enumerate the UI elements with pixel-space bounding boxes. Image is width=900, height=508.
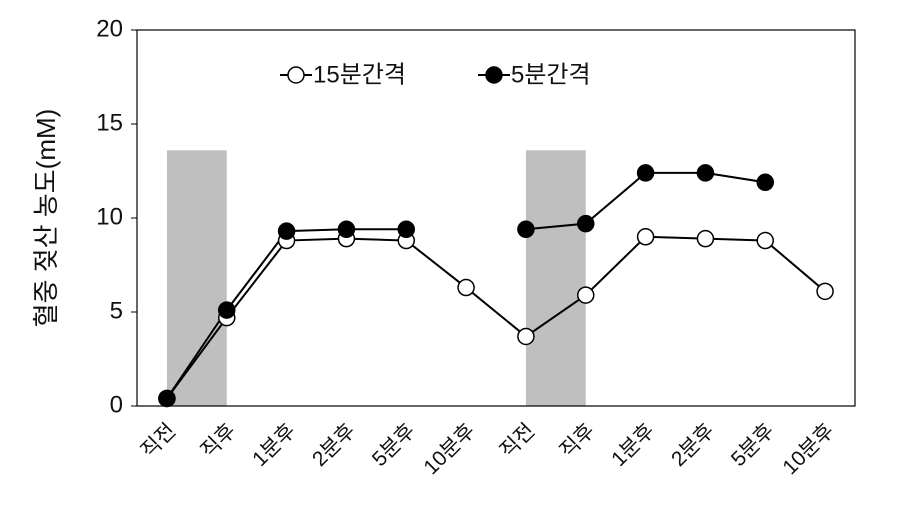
data-point bbox=[337, 220, 356, 239]
x-tick-label: 2분후 bbox=[667, 419, 719, 471]
data-point bbox=[696, 229, 715, 248]
x-tick-label: 10분후 bbox=[778, 419, 838, 479]
x-tick-label: 10분후 bbox=[419, 419, 479, 479]
x-tick-label: 1분후 bbox=[248, 419, 300, 471]
legend-label: 5분간격 bbox=[511, 61, 591, 88]
data-point bbox=[517, 220, 535, 239]
data-point bbox=[277, 222, 296, 240]
data-point bbox=[756, 231, 774, 250]
shaded-span bbox=[166, 150, 227, 406]
x-tick-label: 직전 bbox=[496, 419, 540, 463]
data-point bbox=[218, 301, 236, 319]
x-tick-label: 5분후 bbox=[368, 419, 420, 471]
x-tick-label: 직전 bbox=[137, 419, 181, 463]
legend-marker bbox=[287, 66, 305, 84]
plot-frame bbox=[136, 29, 856, 407]
legend-label: 15분간격 bbox=[313, 61, 406, 88]
y-tick-label: 10 bbox=[96, 203, 123, 230]
y-tick-label: 5 bbox=[110, 297, 123, 324]
y-tick-label: 15 bbox=[96, 109, 123, 136]
shaded-span bbox=[525, 150, 586, 406]
legend-marker bbox=[485, 66, 503, 84]
x-tick-label: 직후 bbox=[556, 419, 600, 463]
x-tick-label: 직후 bbox=[197, 419, 241, 463]
data-point bbox=[696, 164, 715, 182]
data-point bbox=[577, 286, 595, 304]
data-point bbox=[457, 278, 475, 297]
x-tick-label: 5분후 bbox=[727, 419, 779, 471]
x-tick-label: 1분후 bbox=[607, 419, 659, 471]
data-point bbox=[756, 173, 774, 192]
data-point bbox=[816, 282, 834, 301]
y-tick-label: 0 bbox=[110, 391, 123, 418]
y-axis-label: 혈중 젖산 농도(mM) bbox=[31, 109, 61, 328]
data-point bbox=[517, 327, 535, 346]
data-point bbox=[397, 220, 415, 239]
series-line bbox=[166, 235, 826, 400]
data-point bbox=[636, 164, 655, 182]
data-point bbox=[158, 389, 176, 408]
data-point bbox=[636, 228, 655, 246]
data-point bbox=[577, 214, 595, 233]
x-tick-label: 2분후 bbox=[308, 419, 360, 471]
y-tick-label: 20 bbox=[96, 15, 123, 42]
